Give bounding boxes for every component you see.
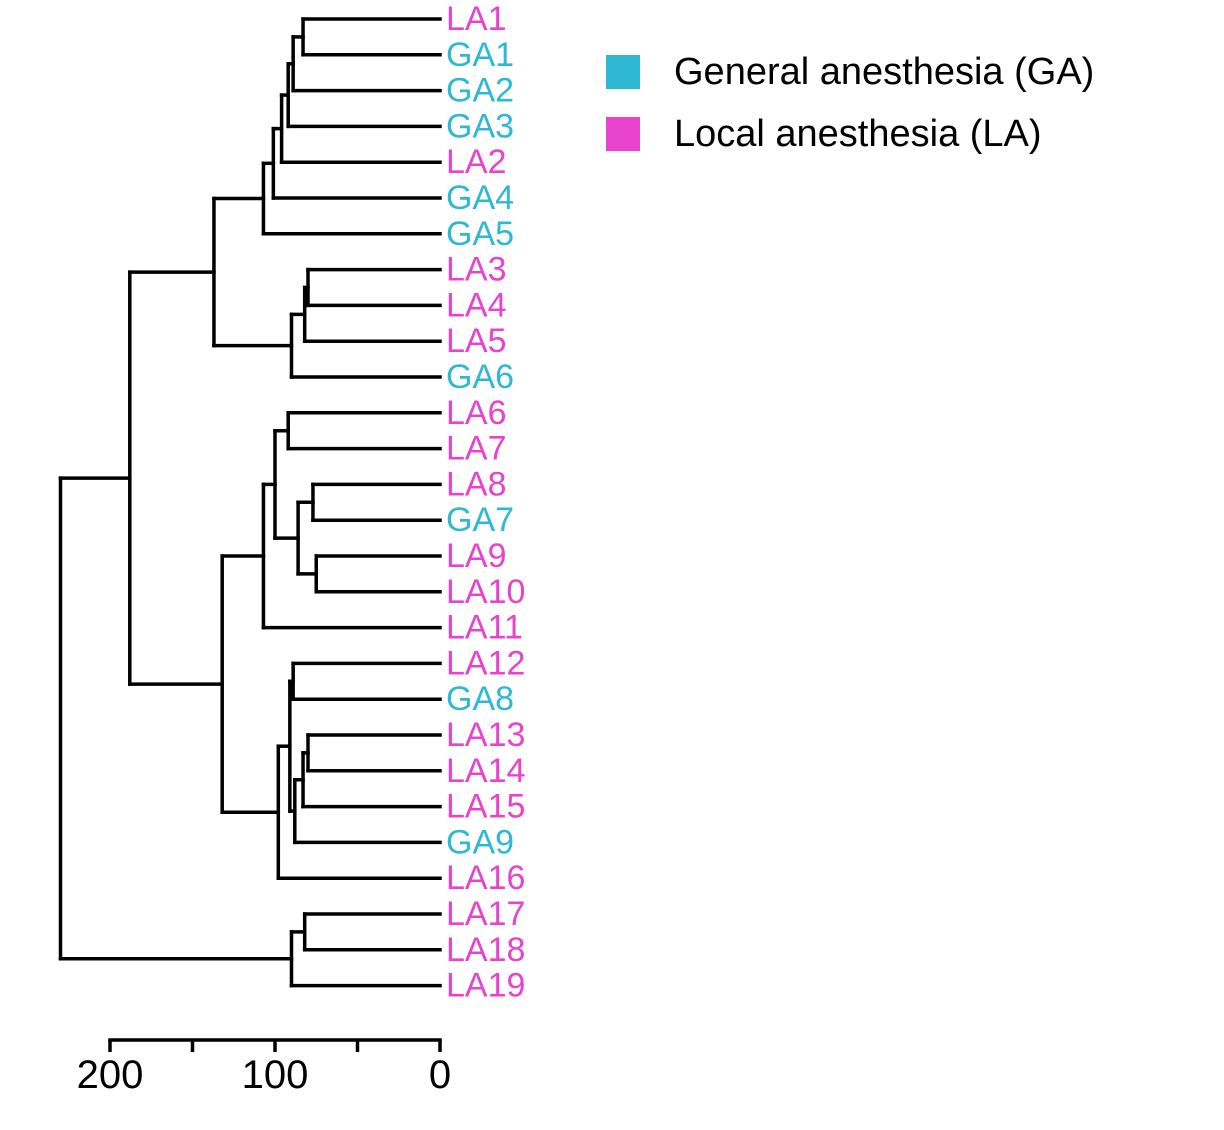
leaf-label-la11: LA11 xyxy=(446,609,523,647)
leaf-labels: LA1GA1GA2GA3LA2GA4GA5LA3LA4LA5GA6LA6LA7L… xyxy=(446,0,525,1005)
leaf-label-ga3: GA3 xyxy=(446,107,514,145)
leaf-label-ga8: GA8 xyxy=(446,680,514,718)
leaf-label-ga2: GA2 xyxy=(446,72,514,110)
legend-label-la: Local anesthesia (LA) xyxy=(674,113,1042,155)
leaf-label-la2: LA2 xyxy=(446,143,507,181)
leaf-label-ga9: GA9 xyxy=(446,823,514,861)
leaf-label-la13: LA13 xyxy=(446,716,525,754)
leaf-label-la1: LA1 xyxy=(446,0,507,38)
tick-label: 200 xyxy=(77,1053,144,1097)
leaf-label-la4: LA4 xyxy=(446,286,507,324)
leaf-label-la14: LA14 xyxy=(446,752,525,790)
leaf-label-ga7: GA7 xyxy=(446,501,514,539)
leaf-label-la10: LA10 xyxy=(446,573,525,611)
leaf-label-la15: LA15 xyxy=(446,788,525,826)
height-axis: 200 100 0 xyxy=(77,1038,451,1097)
tick-label: 100 xyxy=(242,1053,309,1097)
leaf-label-la12: LA12 xyxy=(446,644,525,682)
leaf-label-la19: LA19 xyxy=(446,967,525,1005)
leaf-label-la8: LA8 xyxy=(446,465,507,503)
legend-swatch-ga xyxy=(606,55,640,89)
dendrogram-branches xyxy=(58,17,442,988)
legend-label-ga: General anesthesia (GA) xyxy=(674,51,1094,93)
leaf-label-la18: LA18 xyxy=(446,931,525,969)
leaf-label-la7: LA7 xyxy=(446,430,507,468)
legend-swatch-la xyxy=(606,117,640,151)
leaf-label-ga4: GA4 xyxy=(446,179,514,217)
leaf-label-ga1: GA1 xyxy=(446,36,514,74)
leaf-label-la3: LA3 xyxy=(446,251,507,289)
leaf-label-la16: LA16 xyxy=(446,859,525,897)
leaf-label-la17: LA17 xyxy=(446,895,525,933)
leaf-label-la9: LA9 xyxy=(446,537,507,575)
tick-label: 0 xyxy=(429,1053,451,1097)
legend: General anesthesia (GA) Local anesthesia… xyxy=(606,51,1094,155)
leaf-label-la5: LA5 xyxy=(446,322,507,360)
leaf-label-ga5: GA5 xyxy=(446,215,514,253)
leaf-label-ga6: GA6 xyxy=(446,358,514,396)
leaf-label-la6: LA6 xyxy=(446,394,507,432)
